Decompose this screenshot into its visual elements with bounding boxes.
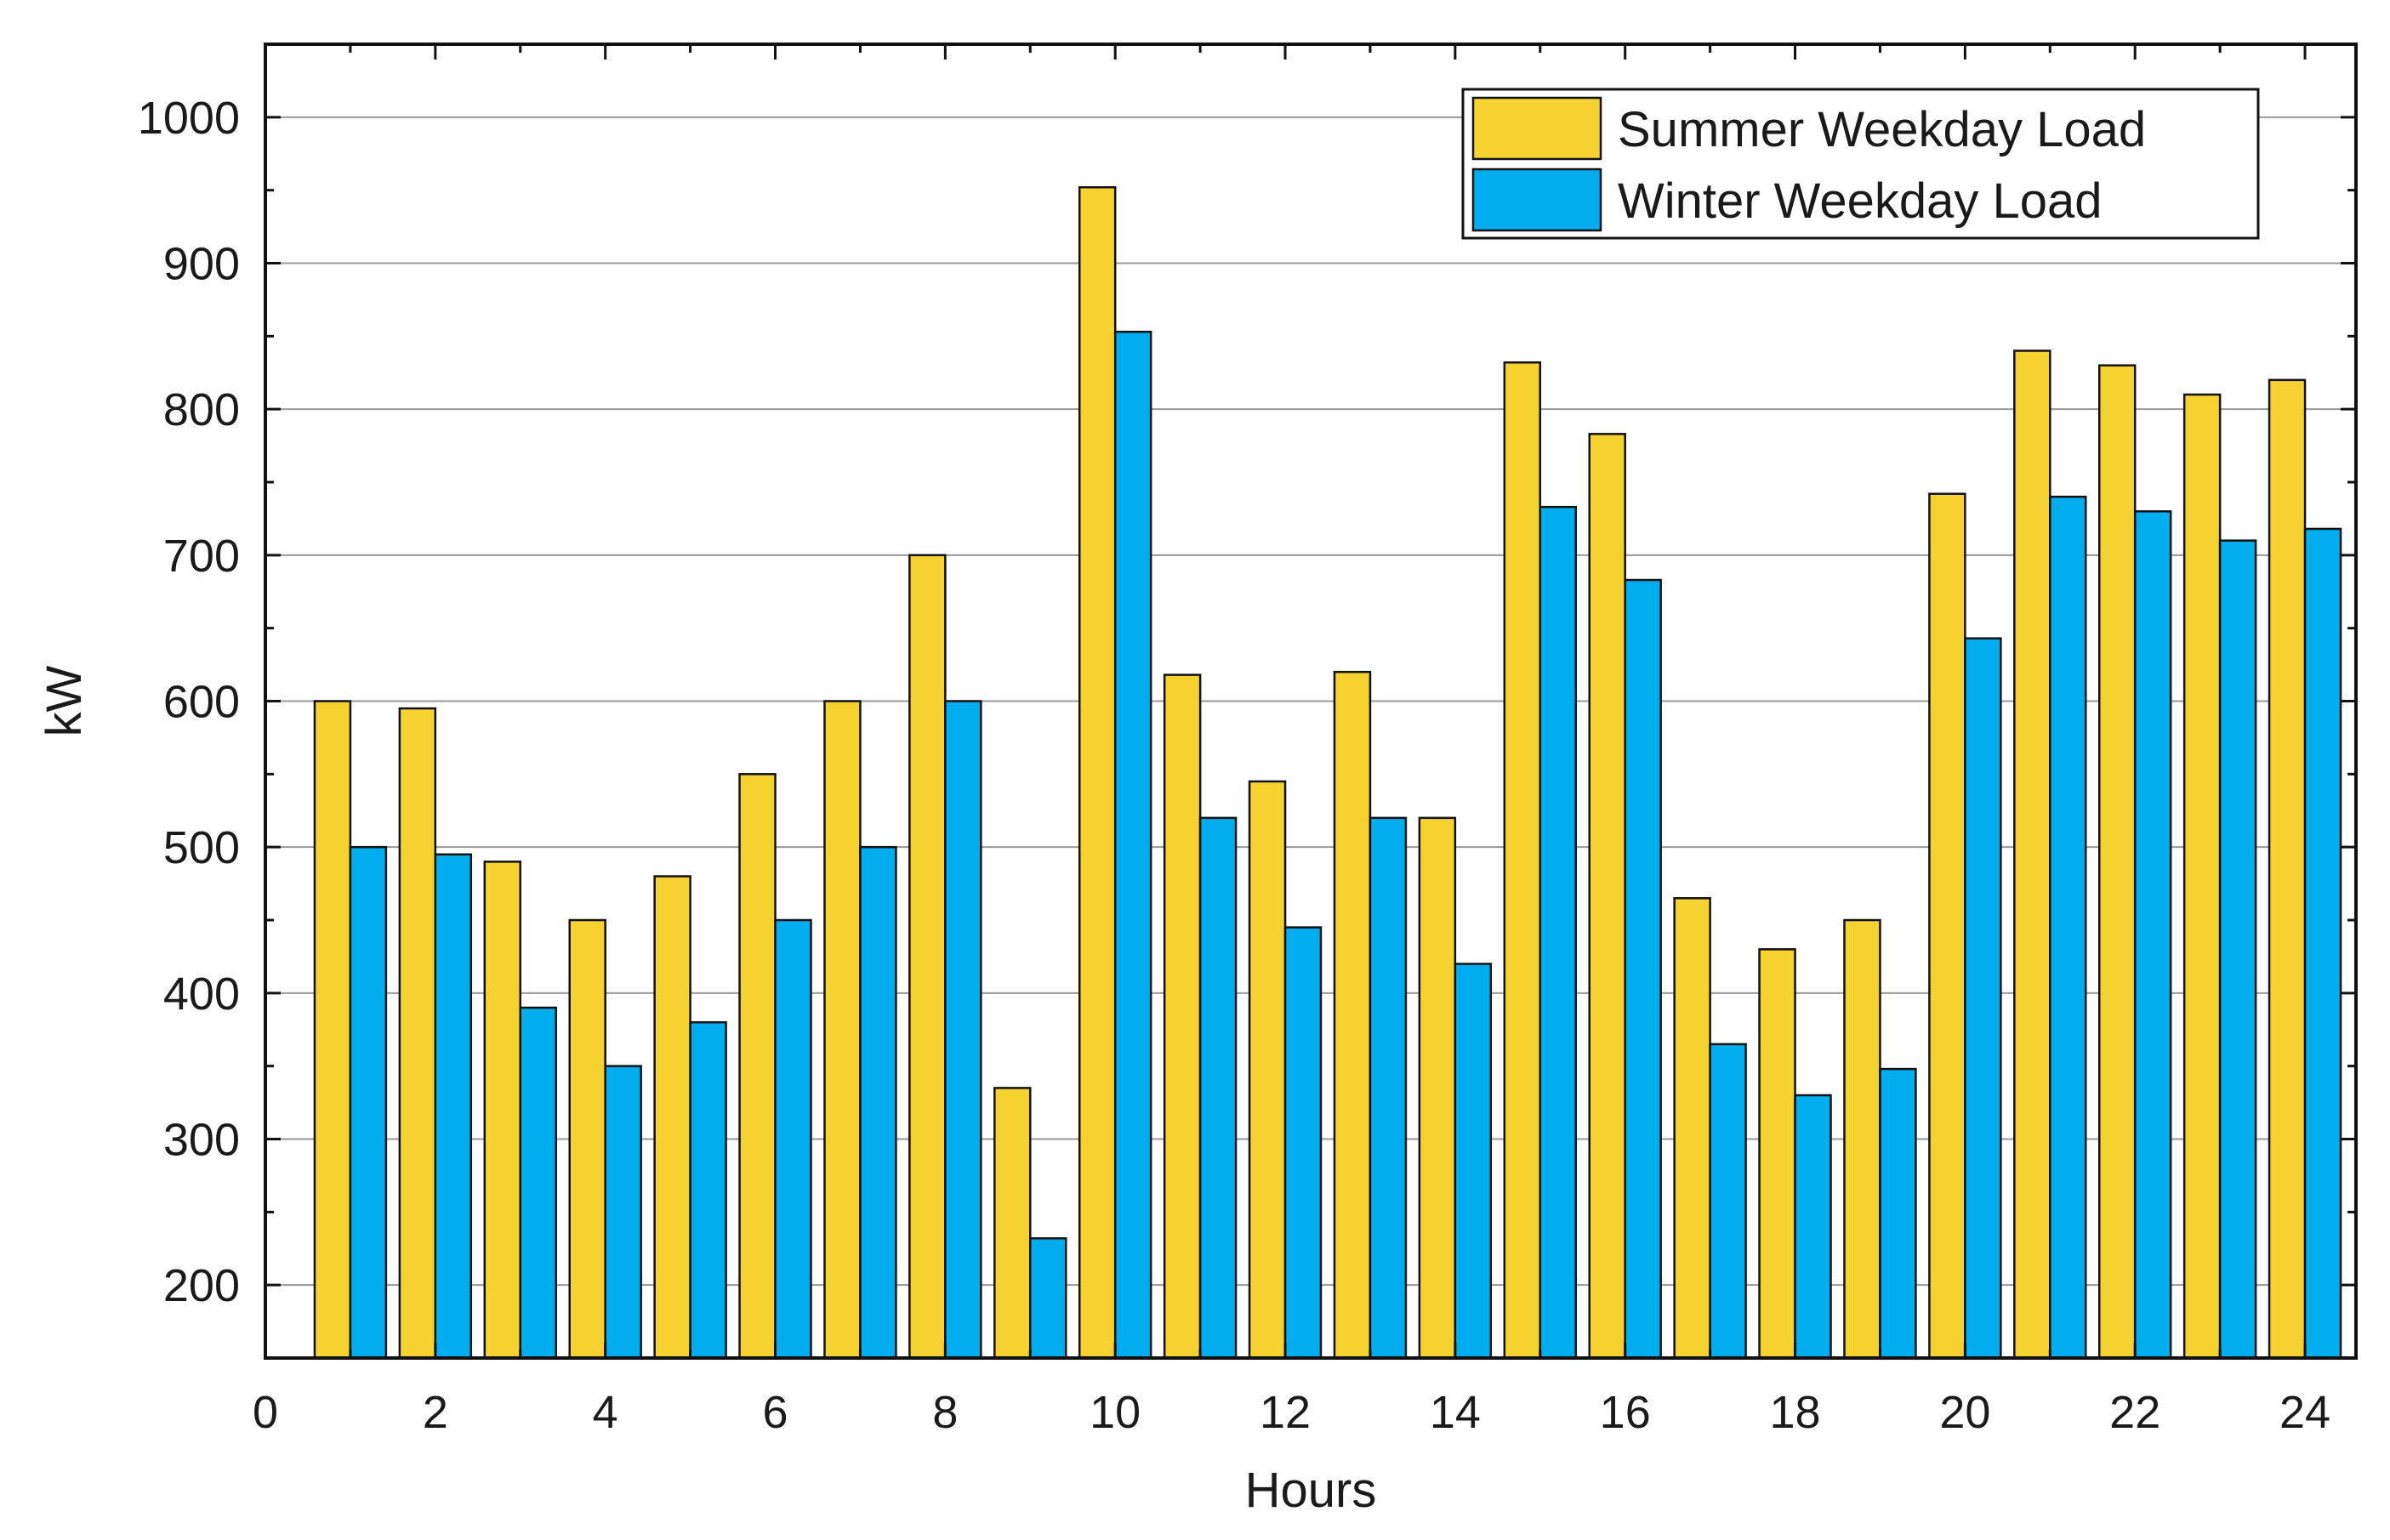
bar-winter-hour-19	[1879, 1067, 1917, 1360]
bar-winter-hour-6	[774, 918, 812, 1360]
bar-winter-hour-2	[434, 853, 473, 1360]
legend-label-winter: Winter Weekday Load	[1618, 173, 2103, 229]
y-tick-label-200: 200	[163, 1260, 240, 1311]
y-tick-label-700: 700	[163, 531, 240, 582]
bar-summer-hour-3	[483, 861, 522, 1360]
bar-winter-hour-11	[1198, 816, 1238, 1360]
y-tick-label-400: 400	[163, 969, 240, 1020]
y-tick-label-1000: 1000	[138, 93, 240, 144]
x-tick-label-16: 16	[1600, 1387, 1651, 1438]
y-tick-label-900: 900	[163, 239, 240, 290]
bar-winter-hour-23	[2218, 539, 2257, 1360]
x-tick-label-8: 8	[932, 1387, 958, 1438]
bar-winter-hour-4	[604, 1065, 642, 1360]
bar-winter-hour-17	[1709, 1043, 1747, 1360]
bar-winter-hour-20	[1964, 637, 2002, 1360]
bar-summer-hour-23	[2182, 393, 2222, 1360]
bar-winter-hour-15	[1539, 505, 1577, 1360]
bar-summer-hour-21	[2013, 349, 2051, 1360]
x-tick-label-22: 22	[2109, 1387, 2160, 1438]
legend: Summer Weekday Load Winter Weekday Load	[1461, 88, 2260, 240]
bar-summer-hour-19	[1843, 918, 1881, 1360]
x-tick-label-12: 12	[1260, 1387, 1311, 1438]
x-tick-label-24: 24	[2279, 1387, 2330, 1438]
bar-summer-hour-24	[2268, 378, 2307, 1360]
bar-summer-hour-11	[1163, 673, 1202, 1360]
x-tick-label-4: 4	[593, 1387, 618, 1438]
y-tick-label-800: 800	[163, 384, 240, 435]
bar-winter-hour-9	[1029, 1236, 1067, 1360]
y-tick-label-500: 500	[163, 822, 240, 873]
bar-winter-hour-8	[944, 700, 982, 1360]
bar-winter-hour-16	[1624, 578, 1662, 1360]
bar-winter-hour-21	[2049, 495, 2087, 1360]
x-tick-label-6: 6	[762, 1387, 788, 1438]
bar-summer-hour-10	[1078, 185, 1117, 1360]
bar-summer-hour-22	[2097, 364, 2137, 1360]
bar-winter-hour-22	[2133, 510, 2172, 1360]
x-tick-label-2: 2	[423, 1387, 448, 1438]
bar-winter-hour-12	[1283, 926, 1323, 1360]
bar-summer-hour-9	[993, 1087, 1032, 1360]
x-tick-label-14: 14	[1430, 1387, 1481, 1438]
legend-swatch-summer	[1471, 96, 1602, 161]
bar-winter-hour-7	[859, 845, 897, 1360]
bar-winter-hour-3	[519, 1006, 557, 1360]
x-tick-label-0: 0	[253, 1387, 278, 1438]
axes	[264, 43, 2358, 1360]
bar-summer-hour-2	[398, 707, 437, 1360]
bar-summer-hour-20	[1928, 492, 1966, 1360]
x-tick-label-20: 20	[1939, 1387, 1990, 1438]
x-tick-label-10: 10	[1090, 1387, 1141, 1438]
legend-swatch-winter	[1471, 168, 1602, 232]
x-axis-title: Hours	[1245, 1463, 1377, 1518]
bar-summer-hour-1	[313, 700, 352, 1360]
bar-summer-hour-16	[1588, 433, 1626, 1360]
bar-summer-hour-8	[908, 554, 947, 1360]
bar-winter-hour-1	[349, 845, 388, 1360]
x-tick-label-18: 18	[1769, 1387, 1820, 1438]
bars	[313, 185, 2342, 1360]
bar-summer-hour-7	[823, 700, 862, 1360]
bar-summer-hour-4	[568, 918, 606, 1360]
bar-winter-hour-5	[689, 1020, 727, 1360]
bar-summer-hour-14	[1418, 816, 1457, 1360]
bar-summer-hour-5	[653, 875, 691, 1360]
bar-summer-hour-15	[1503, 361, 1542, 1360]
bar-winter-hour-14	[1454, 963, 1493, 1360]
bar-winter-hour-24	[2303, 527, 2342, 1360]
bar-summer-hour-6	[738, 773, 777, 1360]
y-tick-label-600: 600	[163, 677, 240, 728]
bar-summer-hour-18	[1758, 948, 1796, 1360]
bar-summer-hour-13	[1333, 670, 1372, 1360]
bar-winter-hour-13	[1369, 816, 1408, 1360]
y-tick-label-300: 300	[163, 1115, 240, 1166]
legend-label-summer: Summer Weekday Load	[1618, 102, 2146, 157]
bar-winter-hour-10	[1113, 330, 1152, 1360]
y-axis-title: kW	[37, 665, 92, 736]
bar-summer-hour-17	[1673, 897, 1711, 1360]
bar-winter-hour-18	[1794, 1094, 1832, 1360]
bar-summer-hour-12	[1248, 780, 1287, 1360]
